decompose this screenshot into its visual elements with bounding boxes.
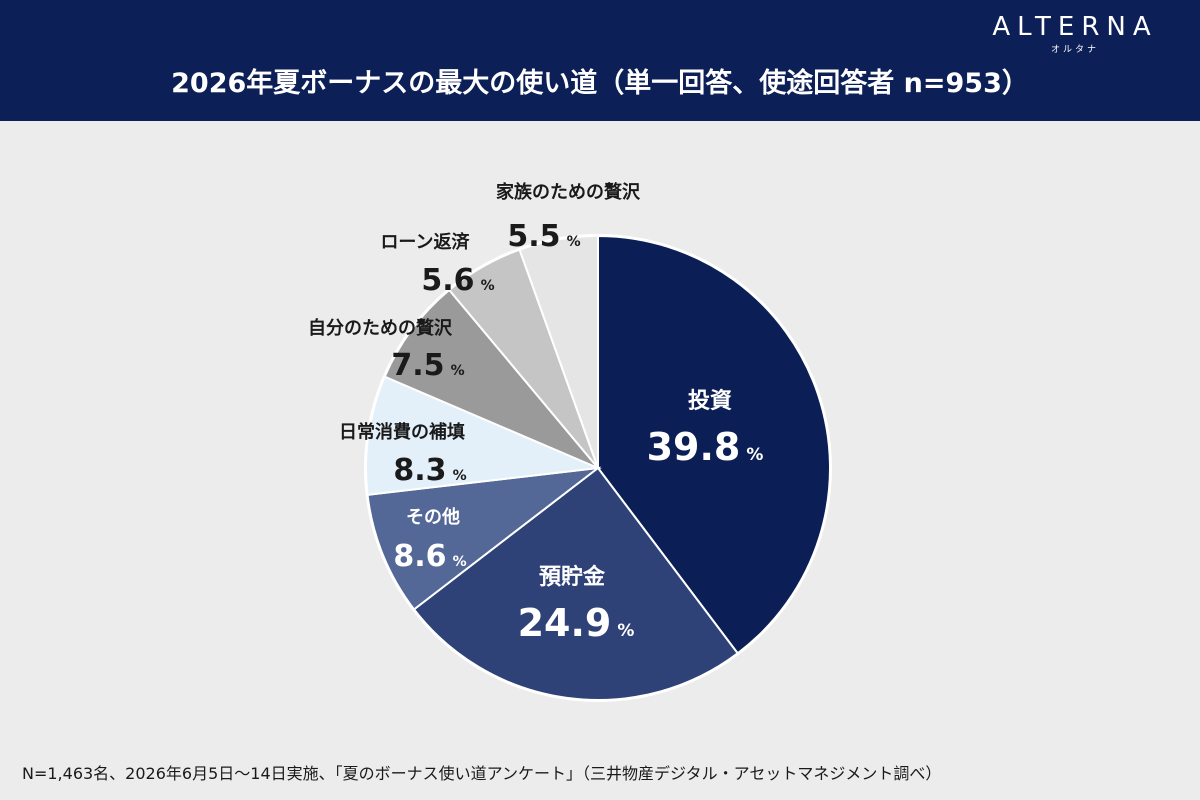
pie-slice-1 — [597, 234, 831, 655]
slice-label-4: 日常消費の補填 — [339, 421, 465, 443]
slice-value-1: 39.8% — [647, 425, 764, 469]
brand-name: ALTERNA — [992, 12, 1158, 42]
slice-label-7: 家族のための贅沢 — [496, 181, 641, 203]
slice-value-5: 7.5% — [391, 348, 464, 383]
header-bar: ALTERNA オルタナ 2026年夏ボーナスの最大の使い道（単一回答、使途回答… — [0, 0, 1200, 121]
slice-value-3: 8.6% — [393, 539, 466, 574]
chart-title: 2026年夏ボーナスの最大の使い道（単一回答、使途回答者 n=953） — [171, 68, 1029, 99]
slice-label-6: ローン返済 — [380, 231, 470, 253]
slice-value-7: 5.5% — [507, 219, 580, 254]
slice-value-4: 8.3% — [393, 453, 466, 488]
pie-slice-5 — [383, 288, 599, 469]
slice-value-6: 5.6% — [421, 263, 494, 298]
pie-slice-2 — [412, 466, 740, 701]
slice-value-2: 24.9% — [518, 601, 635, 645]
slice-label-1: 投資 — [688, 388, 732, 414]
brand-subtitle: オルタナ — [1050, 45, 1099, 55]
pie-slice-3 — [366, 466, 602, 611]
slice-label-3: その他 — [406, 506, 460, 528]
slice-label-2: 預貯金 — [539, 564, 606, 590]
pie-slice-4 — [365, 375, 602, 496]
slice-label-5: 自分のための贅沢 — [308, 317, 453, 339]
source-note: N=1,463名、2026年6月5日〜14日実施、「夏のボーナス使い道アンケート… — [22, 764, 942, 783]
pie-slice-7 — [518, 234, 599, 469]
brand-logo: ALTERNA オルタナ — [970, 12, 1180, 56]
pie-chart: 投資 39.8 % 預貯金 24.9 % その他 8.6 % 日常消費の補填 8.3 % 自分のための贅… — [308, 181, 832, 702]
